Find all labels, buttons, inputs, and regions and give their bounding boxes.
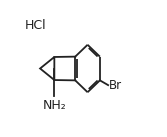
Text: Br: Br bbox=[109, 79, 122, 92]
Text: HCl: HCl bbox=[25, 19, 47, 32]
Text: NH₂: NH₂ bbox=[42, 99, 66, 112]
